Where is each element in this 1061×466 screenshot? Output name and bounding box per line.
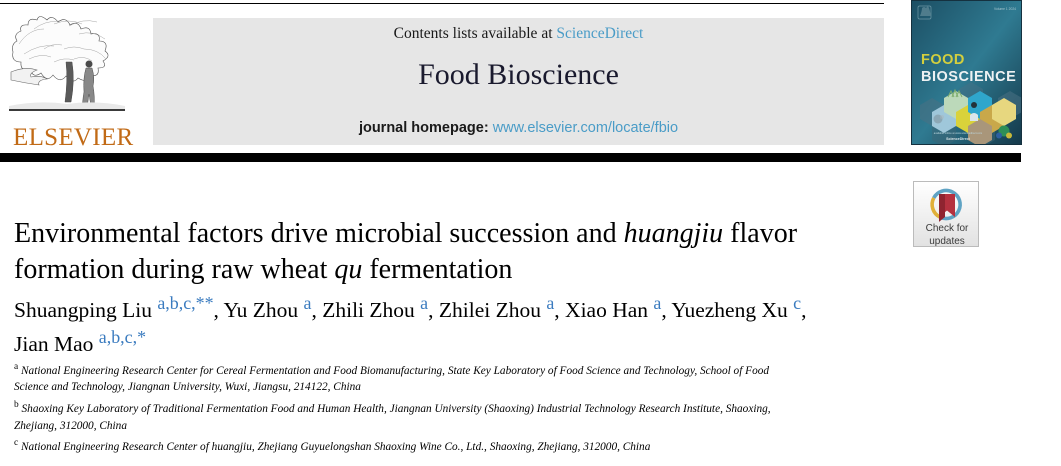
svg-text:FOOD: FOOD — [921, 52, 965, 68]
svg-text:Volume 1 2024: Volume 1 2024 — [994, 7, 1016, 11]
svg-text:ScienceDirect: ScienceDirect — [946, 137, 971, 141]
svg-text:BIOSCIENCE: BIOSCIENCE — [921, 69, 1016, 85]
svg-text:available online at www.scienc: available online at www.sciencedirect.co… — [934, 131, 982, 135]
